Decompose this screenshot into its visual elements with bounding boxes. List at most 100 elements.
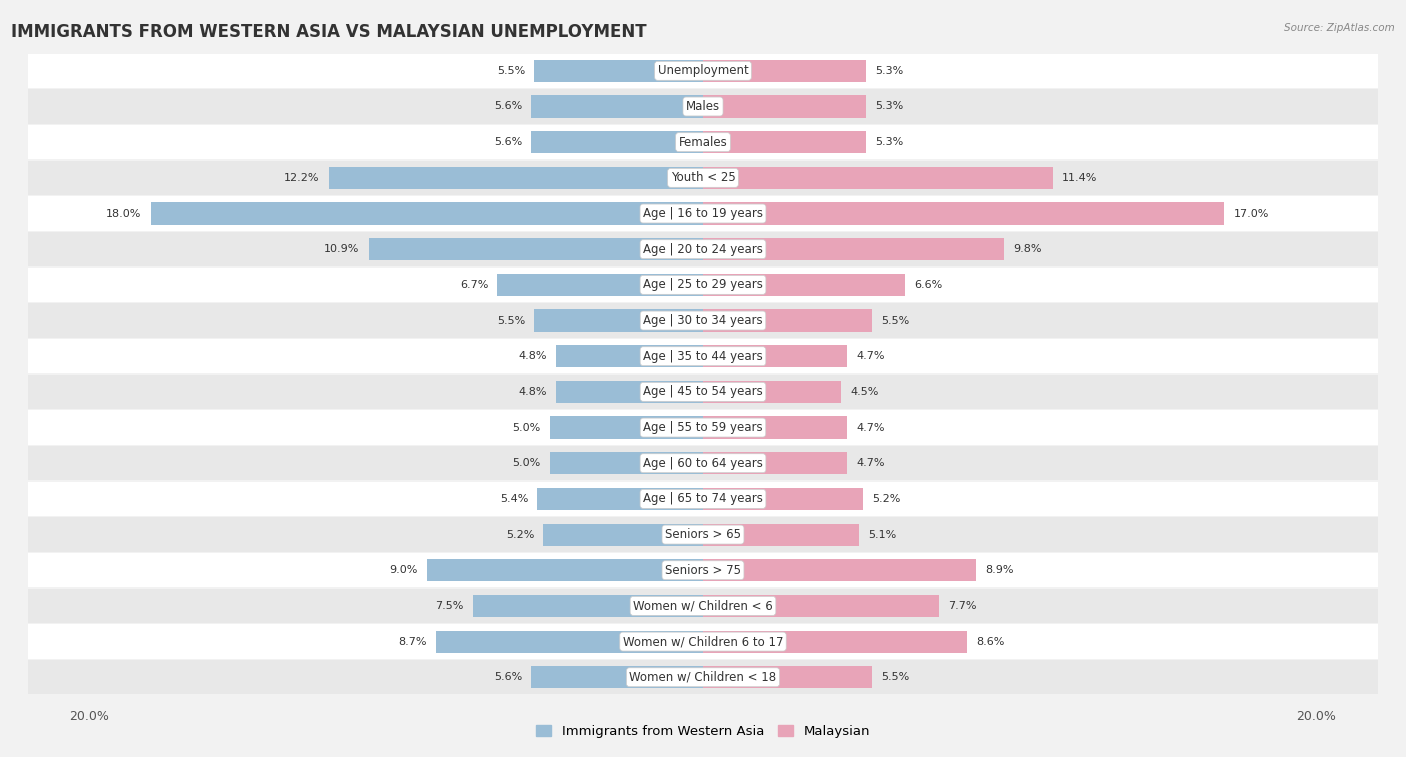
Bar	[703, 524, 859, 546]
Text: 4.7%: 4.7%	[856, 422, 884, 432]
Bar	[703, 60, 866, 82]
Bar	[427, 559, 703, 581]
Text: 4.7%: 4.7%	[856, 351, 884, 361]
Text: Youth < 25: Youth < 25	[671, 171, 735, 185]
Text: 5.2%: 5.2%	[872, 494, 900, 504]
Bar	[28, 518, 1378, 552]
Text: 5.5%: 5.5%	[882, 672, 910, 682]
Bar	[703, 416, 848, 438]
Text: Females: Females	[679, 136, 727, 148]
Bar	[703, 310, 872, 332]
Bar	[534, 310, 703, 332]
Text: 5.3%: 5.3%	[875, 137, 903, 147]
Bar	[28, 375, 1378, 409]
Bar	[28, 268, 1378, 302]
Bar	[703, 238, 1004, 260]
Text: Unemployment: Unemployment	[658, 64, 748, 77]
Bar	[28, 232, 1378, 266]
Text: 4.8%: 4.8%	[517, 351, 547, 361]
Bar	[498, 274, 703, 296]
Bar	[534, 60, 703, 82]
Text: 5.6%: 5.6%	[494, 672, 522, 682]
Bar	[28, 304, 1378, 338]
Bar	[703, 345, 848, 367]
Text: Seniors > 65: Seniors > 65	[665, 528, 741, 541]
Text: 11.4%: 11.4%	[1062, 173, 1097, 183]
Text: Age | 30 to 34 years: Age | 30 to 34 years	[643, 314, 763, 327]
Text: 5.3%: 5.3%	[875, 66, 903, 76]
Bar	[28, 553, 1378, 587]
Bar	[703, 559, 976, 581]
Bar	[703, 202, 1225, 225]
Bar	[28, 125, 1378, 159]
Text: 6.6%: 6.6%	[915, 280, 943, 290]
Text: 7.5%: 7.5%	[436, 601, 464, 611]
Text: 5.1%: 5.1%	[869, 530, 897, 540]
Text: 5.5%: 5.5%	[496, 66, 524, 76]
Text: 5.2%: 5.2%	[506, 530, 534, 540]
Text: 9.0%: 9.0%	[389, 565, 418, 575]
Bar	[550, 416, 703, 438]
Bar	[703, 131, 866, 153]
Text: 5.3%: 5.3%	[875, 101, 903, 111]
Text: 8.7%: 8.7%	[398, 637, 427, 646]
Text: Seniors > 75: Seniors > 75	[665, 564, 741, 577]
Text: Males: Males	[686, 100, 720, 113]
Text: IMMIGRANTS FROM WESTERN ASIA VS MALAYSIAN UNEMPLOYMENT: IMMIGRANTS FROM WESTERN ASIA VS MALAYSIA…	[11, 23, 647, 41]
Bar	[703, 381, 841, 403]
Bar	[555, 381, 703, 403]
Text: 18.0%: 18.0%	[107, 208, 142, 219]
Bar	[472, 595, 703, 617]
Text: Age | 35 to 44 years: Age | 35 to 44 years	[643, 350, 763, 363]
Text: 5.6%: 5.6%	[494, 101, 522, 111]
Bar	[703, 488, 862, 510]
Bar	[28, 481, 1378, 516]
Text: 5.6%: 5.6%	[494, 137, 522, 147]
Bar	[703, 631, 967, 653]
Bar	[531, 131, 703, 153]
Bar	[28, 589, 1378, 623]
Bar	[703, 452, 848, 475]
Text: 8.6%: 8.6%	[976, 637, 1004, 646]
Bar	[28, 196, 1378, 231]
Text: Women w/ Children < 18: Women w/ Children < 18	[630, 671, 776, 684]
Text: Age | 65 to 74 years: Age | 65 to 74 years	[643, 492, 763, 506]
Text: 4.5%: 4.5%	[851, 387, 879, 397]
Bar	[368, 238, 703, 260]
Bar	[28, 446, 1378, 481]
Bar	[531, 95, 703, 117]
Bar	[703, 167, 1053, 189]
Text: Women w/ Children 6 to 17: Women w/ Children 6 to 17	[623, 635, 783, 648]
Text: 5.0%: 5.0%	[512, 422, 540, 432]
Text: Age | 25 to 29 years: Age | 25 to 29 years	[643, 279, 763, 291]
Text: 9.8%: 9.8%	[1012, 245, 1042, 254]
Text: Age | 55 to 59 years: Age | 55 to 59 years	[643, 421, 763, 434]
Bar	[28, 410, 1378, 444]
Bar	[28, 89, 1378, 123]
Bar	[28, 660, 1378, 694]
Text: 6.7%: 6.7%	[460, 280, 488, 290]
Bar	[550, 452, 703, 475]
Text: Source: ZipAtlas.com: Source: ZipAtlas.com	[1284, 23, 1395, 33]
Text: Age | 20 to 24 years: Age | 20 to 24 years	[643, 243, 763, 256]
Bar	[436, 631, 703, 653]
Bar	[28, 625, 1378, 659]
Bar	[703, 666, 872, 688]
Text: 7.7%: 7.7%	[949, 601, 977, 611]
Bar	[28, 54, 1378, 88]
Text: 12.2%: 12.2%	[284, 173, 319, 183]
Bar	[703, 95, 866, 117]
Text: 5.5%: 5.5%	[882, 316, 910, 326]
Legend: Immigrants from Western Asia, Malaysian: Immigrants from Western Asia, Malaysian	[530, 719, 876, 743]
Bar	[555, 345, 703, 367]
Text: 17.0%: 17.0%	[1233, 208, 1270, 219]
Text: 5.5%: 5.5%	[496, 316, 524, 326]
Bar	[28, 339, 1378, 373]
Text: 10.9%: 10.9%	[323, 245, 360, 254]
Bar	[703, 595, 939, 617]
Text: Age | 45 to 54 years: Age | 45 to 54 years	[643, 385, 763, 398]
Bar	[531, 666, 703, 688]
Text: 4.8%: 4.8%	[517, 387, 547, 397]
Bar	[703, 274, 905, 296]
Text: 5.4%: 5.4%	[499, 494, 529, 504]
